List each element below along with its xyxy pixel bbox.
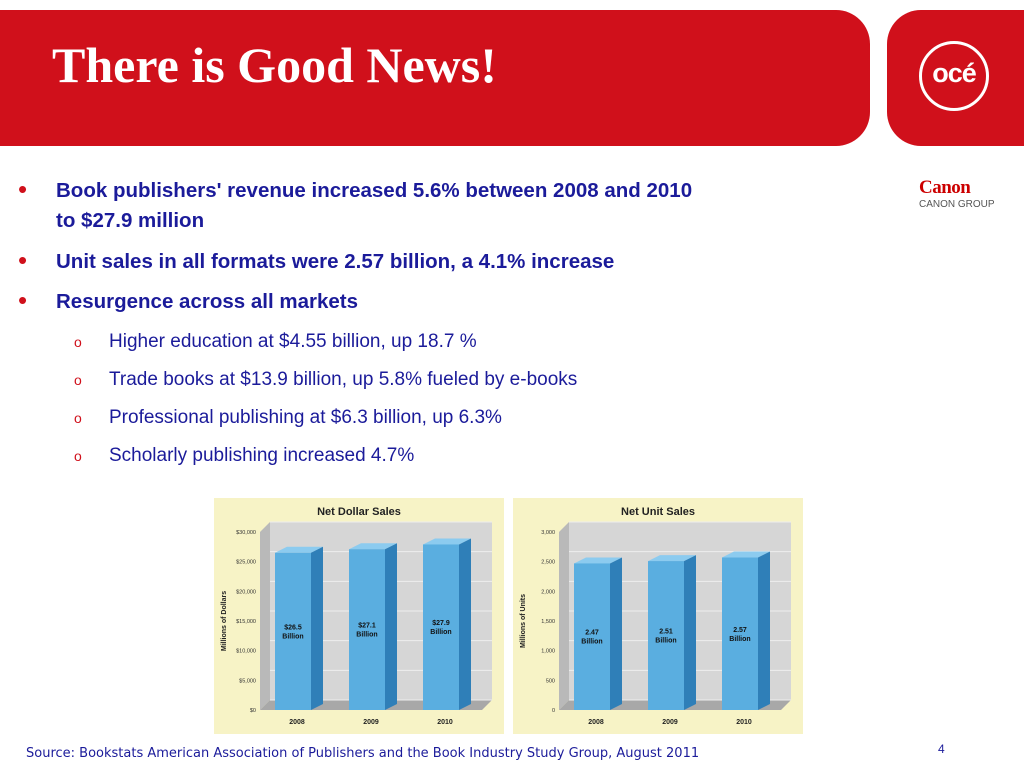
x-tick-label: 2008	[588, 719, 604, 726]
net-unit-sales-chart: Net Unit Sales 0 500 1,000 1,500 2,000 2,500 3,…	[513, 498, 803, 734]
oce-logo-ring	[919, 41, 989, 111]
title-banner	[0, 10, 870, 146]
bar-top	[722, 551, 770, 558]
bar	[574, 563, 610, 710]
y-tick-label: $5,000	[239, 678, 256, 684]
y-tick-label: $20,000	[236, 589, 256, 595]
bullet-1: Book publishers' revenue increased 5.6% …	[56, 176, 692, 236]
y-tick-label: 0	[552, 708, 555, 714]
x-tick-label: 2009	[363, 719, 379, 726]
bar-value-label: $27.1	[358, 623, 376, 630]
net-dollar-sales-svg: Net Dollar Sales $0 $5,000 $10,000 $15,000 $2…	[221, 506, 492, 726]
bullet-dot: •	[18, 245, 28, 275]
bar-top	[574, 557, 622, 564]
bar	[648, 561, 684, 710]
chart-side-wall	[260, 522, 270, 710]
y-tick-label: $15,000	[236, 619, 256, 625]
bar-side	[385, 543, 397, 710]
subbullet-3: Professional publishing at $6.3 billion,…	[109, 407, 502, 428]
chart-title: Net Dollar Sales	[317, 506, 401, 518]
subbullet-2: Trade books at $13.9 billion, up 5.8% fu…	[109, 369, 578, 390]
net-unit-sales-svg: Net Unit Sales 0 500 1,000 1,500 2,000 2,500 3,…	[520, 506, 791, 726]
chart-title: Net Unit Sales	[621, 506, 695, 518]
subbullet-marker: o	[74, 410, 82, 426]
y-axis-label: Millions of Units	[520, 594, 527, 648]
subbullet-marker: o	[74, 334, 82, 350]
y-tick-label: 500	[546, 678, 555, 684]
bullet-3: Resurgence across all markets	[56, 290, 358, 313]
bar-side	[459, 538, 471, 710]
subbullet-marker: o	[74, 448, 82, 464]
bar-unit-label: Billion	[430, 629, 451, 636]
bar	[423, 544, 459, 710]
bullet-2: Unit sales in all formats were 2.57 bill…	[56, 250, 615, 273]
bullet-dot: •	[18, 174, 28, 204]
bar	[349, 549, 385, 710]
x-tick-label: 2009	[662, 719, 678, 726]
bar-value-label: 2.51	[659, 629, 673, 636]
bar-unit-label: Billion	[356, 632, 377, 639]
subbullet-marker: o	[74, 372, 82, 388]
y-axis-label: Millions of Dollars	[221, 591, 228, 651]
chart-side-wall	[559, 522, 569, 710]
bar-side	[684, 555, 696, 710]
y-tick-label: $25,000	[236, 560, 256, 566]
bar-value-label: 2.47	[585, 630, 599, 637]
bar-unit-label: Billion	[729, 636, 750, 643]
y-tick-label: $0	[250, 708, 256, 714]
bar-unit-label: Billion	[655, 638, 676, 645]
bar-value-label: $27.9	[432, 620, 450, 627]
bar-value-label: $26.5	[284, 624, 302, 631]
bar-side	[758, 551, 770, 710]
subbullet-1: Higher education at $4.55 billion, up 18…	[109, 331, 477, 352]
bullet-1-line2: to $27.9 million	[56, 209, 205, 232]
bullet-dot: •	[18, 285, 28, 315]
bar-top	[275, 546, 323, 553]
bar-top	[349, 543, 397, 550]
bar	[722, 557, 758, 710]
bar-value-label: 2.57	[733, 627, 747, 634]
net-dollar-sales-chart: Net Dollar Sales $0 $5,000 $10,000 $15,000 $2…	[214, 498, 504, 734]
y-tick-label: 2,000	[541, 589, 555, 595]
bar-top	[423, 538, 471, 545]
y-tick-label: 1,500	[541, 619, 555, 625]
y-tick-label: 3,000	[541, 530, 555, 536]
oce-logo: océ	[932, 58, 977, 88]
bar-side	[610, 557, 622, 710]
source-note: Source: Bookstats American Association o…	[26, 746, 700, 761]
bar-unit-label: Billion	[282, 633, 303, 640]
x-tick-label: 2010	[437, 719, 453, 726]
page-number: 4	[938, 742, 945, 756]
bar-unit-label: Billion	[581, 639, 602, 646]
canon-logo: Canon	[919, 177, 971, 198]
subbullet-4: Scholarly publishing increased 4.7%	[109, 445, 415, 466]
bar-side	[311, 546, 323, 710]
y-tick-label: $30,000	[236, 530, 256, 536]
x-tick-label: 2010	[736, 719, 752, 726]
bar-top	[648, 555, 696, 562]
y-tick-label: 1,000	[541, 649, 555, 655]
bar	[275, 552, 311, 710]
y-tick-label: 2,500	[541, 560, 555, 566]
y-tick-label: $10,000	[236, 649, 256, 655]
canon-group-label: CANON GROUP	[919, 199, 995, 210]
bullet-1-line1: Book publishers' revenue increased 5.6% …	[56, 179, 693, 202]
x-tick-label: 2008	[289, 719, 305, 726]
slide-title: There is Good News!	[52, 37, 497, 93]
